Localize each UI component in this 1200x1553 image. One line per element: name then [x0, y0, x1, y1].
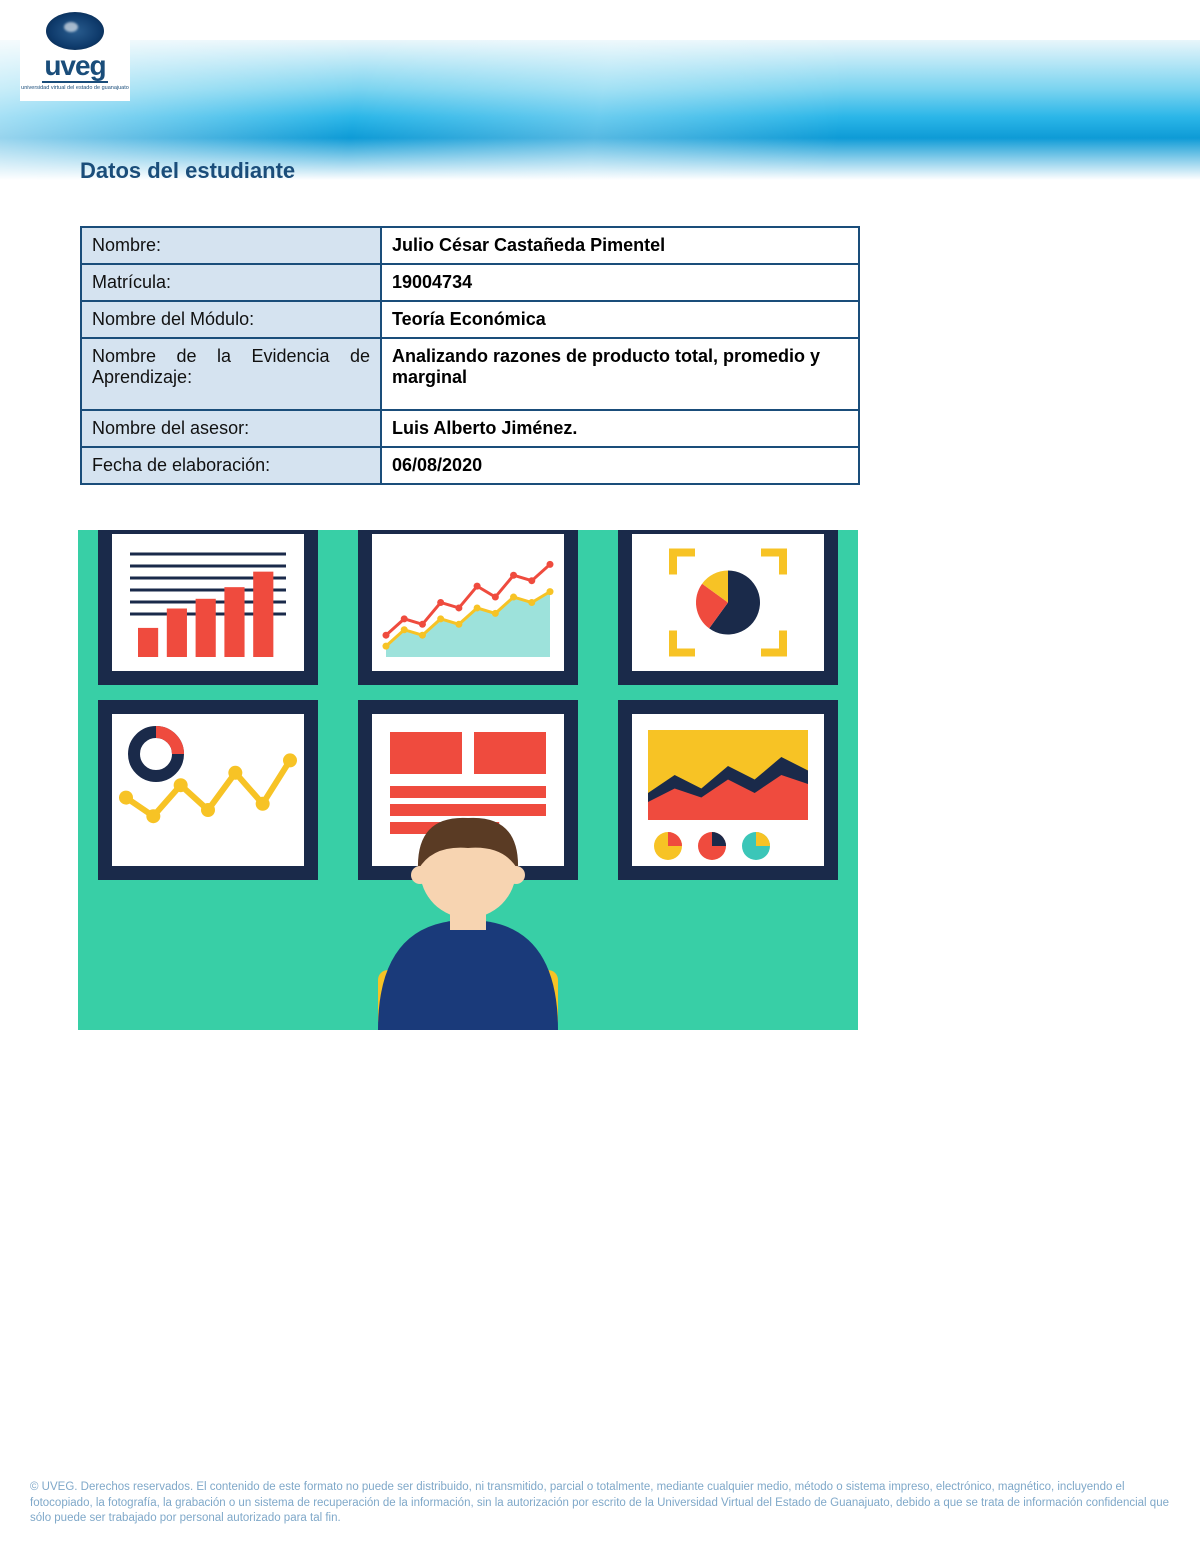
table-label: Nombre de la Evidencia de Aprendizaje: — [81, 338, 381, 410]
logo-eye-icon — [46, 12, 104, 50]
table-label: Matrícula: — [81, 264, 381, 301]
table-value: Julio César Castañeda Pimentel — [381, 227, 859, 264]
section-title: Datos del estudiante — [80, 158, 295, 184]
dashboard-illustration — [78, 530, 858, 1030]
table-value: Teoría Económica — [381, 301, 859, 338]
student-data-table: Nombre:Julio César Castañeda PimentelMat… — [80, 226, 860, 485]
table-value: Analizando razones de producto total, pr… — [381, 338, 859, 410]
logo-brand: uveg — [42, 52, 107, 83]
copyright-footer: © UVEG. Derechos reservados. El contenid… — [30, 1480, 1170, 1527]
uveg-logo: uveg universidad virtual del estado de g… — [20, 6, 130, 101]
table-label: Nombre: — [81, 227, 381, 264]
table-value: 19004734 — [381, 264, 859, 301]
table-value: Luis Alberto Jiménez. — [381, 410, 859, 447]
table-value: 06/08/2020 — [381, 447, 859, 484]
logo-tagline: universidad virtual del estado de guanaj… — [21, 85, 129, 91]
table-label: Nombre del asesor: — [81, 410, 381, 447]
table-label: Nombre del Módulo: — [81, 301, 381, 338]
table-label: Fecha de elaboración: — [81, 447, 381, 484]
